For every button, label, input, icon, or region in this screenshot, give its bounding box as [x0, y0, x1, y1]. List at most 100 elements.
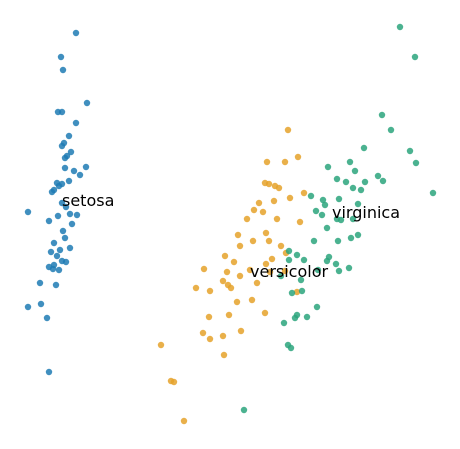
point-setosa [61, 154, 69, 162]
point-versicolor [253, 279, 261, 287]
point-virginica [312, 207, 320, 215]
label-virginica: virginica [332, 203, 400, 222]
point-versicolor [230, 258, 238, 266]
point-virginica [323, 224, 331, 232]
point-versicolor [234, 231, 242, 239]
point-setosa [55, 266, 63, 274]
point-versicolor [223, 268, 231, 276]
point-versicolor [205, 313, 213, 321]
point-virginica [406, 147, 414, 155]
point-setosa [56, 246, 64, 254]
point-setosa [45, 217, 53, 225]
point-virginica [321, 201, 329, 209]
point-setosa [43, 314, 51, 322]
point-versicolor [262, 229, 270, 237]
point-virginica [323, 257, 331, 265]
point-versicolor [259, 208, 267, 216]
point-versicolor [236, 242, 244, 250]
label-versicolor: versicolor [250, 262, 328, 281]
point-versicolor [200, 265, 208, 273]
point-versicolor [281, 267, 289, 275]
series-versicolor [157, 126, 308, 425]
point-setosa [45, 368, 53, 376]
point-versicolor [206, 287, 214, 295]
point-virginica [298, 287, 306, 295]
point-setosa [72, 29, 80, 37]
point-versicolor [265, 180, 273, 188]
point-versicolor [268, 255, 276, 263]
point-virginica [297, 276, 305, 284]
point-versicolor [248, 296, 256, 304]
point-versicolor [250, 206, 258, 214]
point-virginica [313, 303, 321, 311]
point-virginica [277, 272, 285, 280]
point-setosa [72, 119, 80, 127]
point-versicolor [300, 189, 308, 197]
point-virginica [335, 267, 343, 275]
point-setosa [65, 177, 73, 185]
point-versicolor [219, 332, 227, 340]
point-virginica [411, 53, 419, 61]
point-virginica [347, 234, 355, 242]
point-setosa [58, 142, 66, 150]
point-versicolor [170, 378, 178, 386]
point-setosa [76, 171, 84, 179]
point-setosa [48, 188, 56, 196]
point-versicolor [255, 199, 263, 207]
point-versicolor [265, 237, 273, 245]
point-setosa [70, 167, 78, 175]
point-setosa [53, 252, 61, 260]
point-virginica [334, 237, 342, 245]
point-versicolor [219, 277, 227, 285]
point-virginica [387, 126, 395, 134]
point-versicolor [294, 153, 302, 161]
point-versicolor [221, 252, 229, 260]
point-virginica [349, 215, 357, 223]
series-setosa [24, 29, 91, 376]
point-setosa [83, 99, 91, 107]
point-virginica [333, 175, 341, 183]
label-setosa: setosa [62, 191, 114, 210]
point-virginica [310, 237, 318, 245]
point-virginica [349, 184, 357, 192]
labels-layer: setosa versicolor virginica [62, 191, 400, 281]
point-virginica [361, 178, 369, 186]
point-setosa [47, 248, 55, 256]
point-setosa [52, 281, 60, 289]
point-virginica [280, 319, 288, 327]
point-versicolor [227, 284, 235, 292]
point-versicolor [293, 288, 301, 296]
point-versicolor [284, 126, 292, 134]
point-setosa [54, 108, 62, 116]
point-setosa [66, 244, 74, 252]
point-versicolor [266, 268, 274, 276]
point-virginica [337, 216, 345, 224]
point-setosa [73, 211, 81, 219]
point-versicolor [243, 215, 251, 223]
point-setosa [58, 199, 66, 207]
point-setosa [50, 239, 58, 247]
point-versicolor [275, 184, 283, 192]
point-virginica [379, 177, 387, 185]
point-virginica [287, 344, 295, 352]
point-setosa [24, 303, 32, 311]
point-setosa [82, 163, 90, 171]
point-versicolor [246, 266, 254, 274]
point-virginica [318, 211, 326, 219]
point-virginica [314, 266, 322, 274]
point-virginica [429, 189, 437, 197]
point-virginica [324, 163, 332, 171]
point-setosa [59, 66, 67, 74]
point-versicolor [262, 260, 270, 268]
point-virginica [300, 256, 308, 264]
point-versicolor [225, 311, 233, 319]
point-virginica [342, 178, 350, 186]
point-virginica [412, 159, 420, 167]
point-virginica [288, 289, 296, 297]
point-setosa [62, 258, 70, 266]
point-virginica [374, 172, 382, 180]
point-virginica [293, 251, 301, 259]
point-virginica [307, 192, 315, 200]
point-virginica [345, 264, 353, 272]
